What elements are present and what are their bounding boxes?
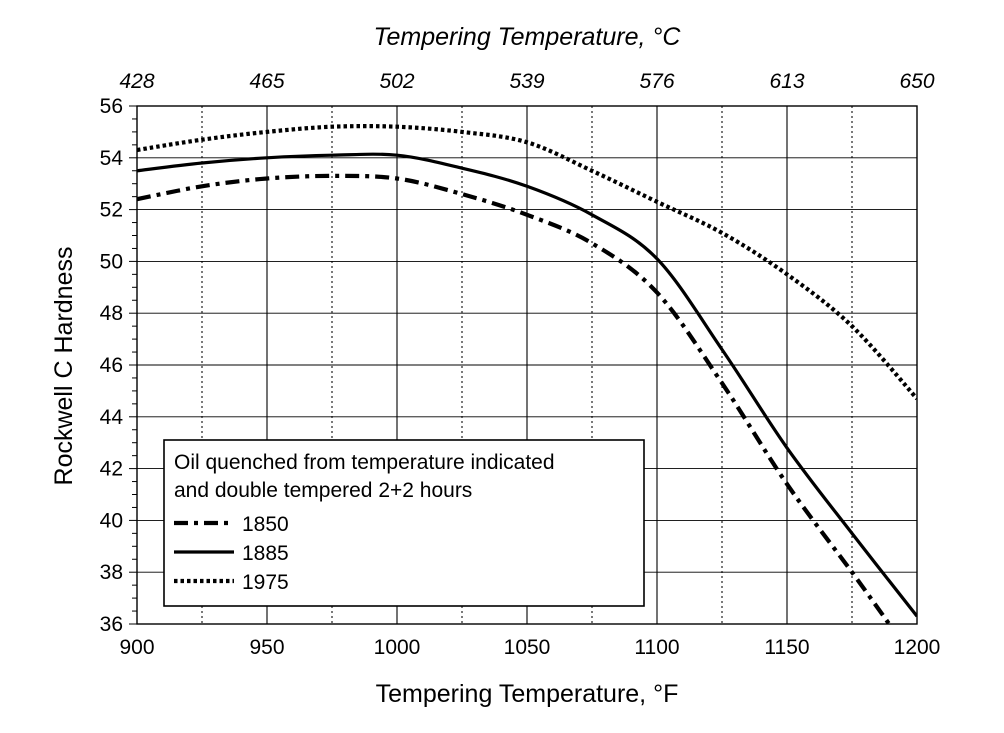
top-tick-label: 428: [119, 70, 154, 93]
y-tick-label: 46: [100, 354, 123, 377]
x-tick-label: 1050: [504, 636, 551, 659]
legend-box: [163, 439, 645, 607]
y-axis-title: Rockwell C Hardness: [50, 247, 78, 486]
x-axis-title: Tempering Temperature, °F: [376, 680, 679, 708]
y-tick-label: 38: [100, 561, 123, 584]
legend-title-line: Oil quenched from temperature indicated: [174, 451, 555, 474]
y-tick-label: 54: [100, 147, 124, 170]
top-tick-label: 613: [769, 70, 804, 93]
x-tick-label: 900: [119, 636, 154, 659]
top-tick-label: 465: [249, 70, 284, 93]
plot-area: 36 38 40 42 44 46 48 50 52 54 56 900 950 1000 1050 1100…: [100, 70, 941, 659]
top-tick-label: 576: [639, 70, 674, 93]
top-tick-label: 650: [899, 70, 934, 93]
x-tick-label: 1200: [894, 636, 941, 659]
top-tick-label: 502: [379, 70, 414, 93]
y-tick-label: 50: [100, 250, 123, 273]
series-line-1975: [137, 124, 917, 401]
plot-frame: [136, 105, 918, 625]
legend-label-1975: 1975: [242, 571, 289, 594]
legend-title-line: and double tempered 2+2 hours: [174, 479, 472, 502]
y-tick-label: 48: [100, 302, 123, 325]
x-tick-label: 1100: [634, 636, 679, 659]
y-tick-label: 56: [100, 95, 123, 118]
y-tick-label: 44: [100, 406, 124, 429]
series-line-1885: [137, 152, 917, 618]
top-tick-label: 539: [509, 70, 544, 93]
x-tick-label: 950: [249, 636, 284, 659]
x-tick-label: 1000: [374, 636, 421, 659]
legend-label-1850: 1850: [242, 513, 289, 536]
y-tick-label: 40: [100, 509, 123, 532]
top-axis-title: Tempering Temperature, °C: [374, 23, 682, 51]
y-tick-label: 42: [100, 458, 123, 481]
y-tick-label: 36: [100, 613, 123, 636]
legend-label-1885: 1885: [242, 542, 289, 565]
y-tick-label: 52: [100, 199, 123, 222]
series-line-1850: [137, 173, 892, 624]
x-tick-label: 1150: [764, 636, 809, 659]
